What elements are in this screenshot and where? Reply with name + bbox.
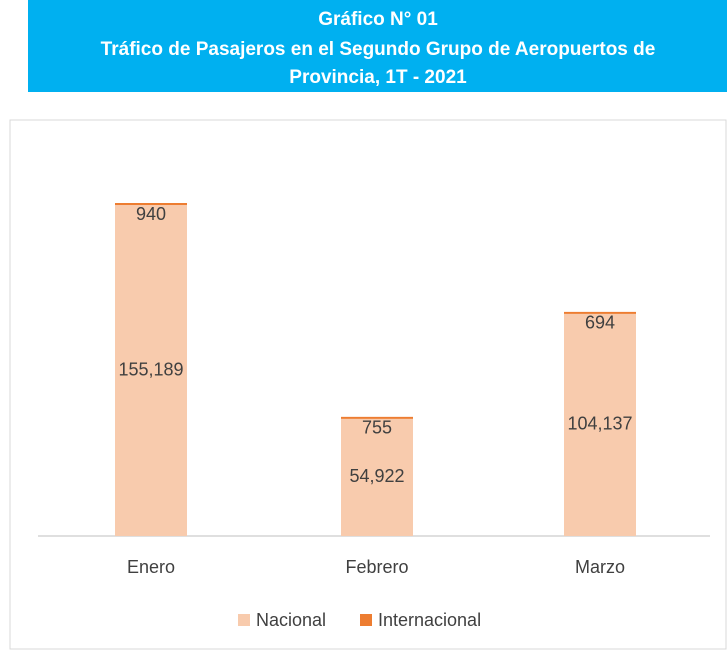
data-label: 54,922 bbox=[349, 466, 404, 486]
data-label: 155,189 bbox=[118, 359, 183, 379]
bar-segment bbox=[115, 203, 187, 206]
legend-label: Internacional bbox=[378, 610, 481, 630]
data-label: 104,137 bbox=[567, 414, 632, 434]
legend-label: Nacional bbox=[256, 610, 326, 630]
title-box bbox=[28, 0, 727, 92]
bar-segment bbox=[564, 313, 636, 536]
legend-swatch bbox=[360, 614, 372, 626]
data-label: 694 bbox=[585, 313, 615, 333]
bar-segment bbox=[564, 311, 636, 314]
chart-border bbox=[9, 119, 727, 650]
x-tick-label: Febrero bbox=[345, 557, 408, 577]
data-label: 940 bbox=[136, 204, 166, 224]
x-tick-label: Enero bbox=[127, 557, 175, 577]
x-tick-label: Marzo bbox=[575, 557, 625, 577]
legend-swatch bbox=[238, 614, 250, 626]
bar-segment bbox=[341, 418, 413, 536]
data-label: 755 bbox=[362, 418, 392, 438]
bar-segment bbox=[115, 205, 187, 536]
chart-title: Provincia, 1T - 2021 bbox=[289, 67, 467, 88]
bar-segment bbox=[341, 416, 413, 419]
chart-title: Tráfico de Pasajeros en el Segundo Grupo… bbox=[101, 39, 656, 60]
chart-title: Gráfico N° 01 bbox=[318, 9, 438, 30]
